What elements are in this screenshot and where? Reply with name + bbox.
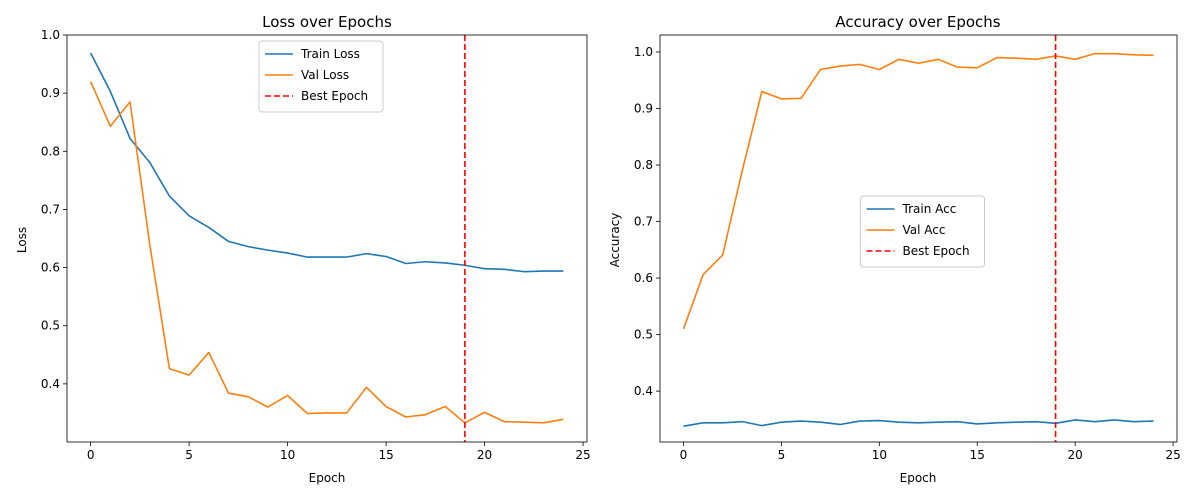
- y-axis-label: Accuracy: [608, 213, 622, 268]
- y-tick-label: 0.9: [634, 101, 653, 115]
- x-axis-label: Epoch: [309, 471, 346, 485]
- y-tick-label: 0.7: [634, 215, 653, 229]
- y-tick-label: 0.5: [634, 328, 653, 342]
- legend-label: Train Acc: [902, 202, 957, 216]
- chart-title: Accuracy over Epochs: [835, 13, 1000, 31]
- x-tick-label: 0: [87, 448, 95, 462]
- legend-box: [860, 195, 985, 268]
- y-tick-label: 0.6: [41, 261, 60, 275]
- x-axis-label: Epoch: [900, 471, 937, 485]
- plot-frame: [659, 34, 1178, 443]
- y-tick-label: 1.0: [41, 28, 60, 42]
- chart-accuracy: Accuracy over Epochs Epoch Accuracy 0 5 10…: [608, 13, 1181, 485]
- legend-label: Val Loss: [301, 68, 349, 82]
- x-tick-label: 15: [970, 448, 985, 462]
- series-line-train-loss: [89, 52, 564, 273]
- series-line-val-acc: [682, 52, 1154, 330]
- chart-title: Loss over Epochs: [262, 13, 392, 31]
- x-tick-label: 10: [872, 448, 887, 462]
- chart-loss: Loss over Epochs Epoch Loss 0 5 10 15 20 25 0.…: [15, 13, 591, 485]
- legend: Train Loss Val Loss Best Epoch: [258, 40, 384, 113]
- legend-box: [258, 40, 384, 113]
- y-tick-label: 0.5: [41, 319, 60, 333]
- x-tick-label: 0: [680, 448, 688, 462]
- x-tick-label: 20: [1068, 448, 1083, 462]
- series-line-train-acc: [683, 419, 1154, 427]
- y-tick-label: 0.8: [41, 144, 60, 158]
- y-tick-label: 0.7: [41, 202, 60, 216]
- y-tick-label: 0.9: [41, 86, 60, 100]
- x-tick-label: 5: [185, 448, 193, 462]
- y-tick-label: 0.4: [41, 377, 60, 391]
- y-tick-label: 0.8: [634, 158, 653, 172]
- x-tick-label: 10: [280, 448, 295, 462]
- y-tick-label: 1.0: [634, 45, 653, 59]
- plot-frame: [66, 34, 588, 443]
- legend-label: Val Acc: [903, 223, 946, 237]
- y-tick-label: 0.6: [634, 271, 653, 285]
- y-tick-label: 0.4: [634, 384, 653, 398]
- y-axis-label: Loss: [15, 227, 29, 253]
- x-tick-label: 15: [378, 448, 393, 462]
- legend-label: Train Loss: [300, 47, 360, 61]
- x-tick-label: 25: [575, 448, 590, 462]
- x-tick-label: 20: [477, 448, 492, 462]
- x-tick-label: 25: [1165, 448, 1180, 462]
- legend-label: Best Epoch: [301, 89, 368, 103]
- x-tick-label: 5: [778, 448, 786, 462]
- legend: Train Acc Val Acc Best Epoch: [860, 195, 985, 268]
- legend-label: Best Epoch: [903, 244, 970, 258]
- series-line-val-loss: [89, 81, 564, 424]
